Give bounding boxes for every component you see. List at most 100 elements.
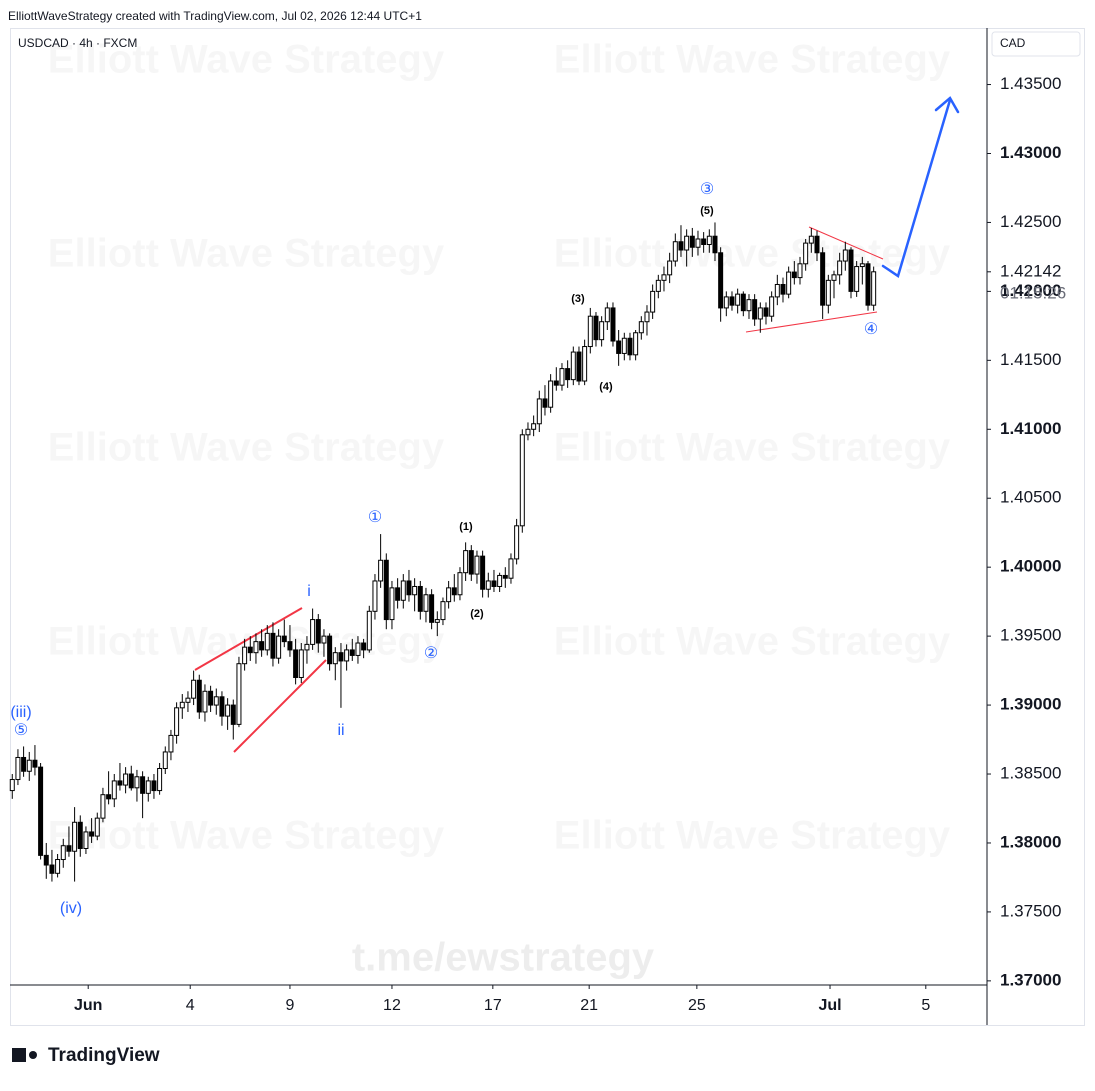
wave-label: (1) xyxy=(459,521,473,533)
candle-body xyxy=(55,859,61,874)
candle-body xyxy=(859,263,865,268)
candle-body xyxy=(786,271,792,295)
candle-body xyxy=(310,619,316,645)
candle-body xyxy=(740,293,746,312)
candle-body xyxy=(474,555,480,575)
watermark: Elliott Wave Strategy xyxy=(554,426,951,470)
candle-body xyxy=(735,293,741,306)
countdown: 01:15:26 xyxy=(1000,283,1066,302)
candle-body xyxy=(219,696,225,717)
candle-body xyxy=(72,821,78,852)
watermark: Elliott Wave Strategy xyxy=(554,814,951,858)
header: ElliottWaveStrategy created with Trading… xyxy=(8,9,422,23)
candle-body xyxy=(179,701,185,709)
candle-body xyxy=(808,235,814,244)
candle-body xyxy=(332,652,338,665)
candle-body xyxy=(854,266,860,292)
candle-body xyxy=(695,238,701,248)
candle-body xyxy=(327,635,333,665)
candle-body xyxy=(446,587,452,603)
candle-body xyxy=(531,423,537,430)
candle-body xyxy=(502,574,508,579)
candle-body xyxy=(842,249,848,262)
candle-body xyxy=(378,559,384,582)
candle-body xyxy=(650,290,656,313)
brand-logo: TradingView xyxy=(12,1045,160,1066)
trendline xyxy=(194,607,303,671)
candle-body xyxy=(576,351,582,382)
trendline xyxy=(808,226,884,260)
candle-body xyxy=(349,649,355,656)
candle-body xyxy=(763,307,769,317)
link-watermark: t.me/ewstrategy xyxy=(352,936,655,980)
y-tick-label: 1.39500 xyxy=(1000,626,1061,645)
candle-body xyxy=(848,249,854,292)
wave-label: ② xyxy=(424,645,438,662)
candle-body xyxy=(610,307,616,342)
candle-body xyxy=(128,773,134,789)
candle-body xyxy=(123,773,129,786)
candle-body xyxy=(519,434,525,527)
candle-body xyxy=(548,380,554,408)
y-tick-label: 1.42500 xyxy=(1000,212,1061,231)
watermark: Elliott Wave Strategy xyxy=(48,232,445,276)
candle-body xyxy=(661,274,667,281)
candle-body xyxy=(729,296,735,306)
candle-body xyxy=(565,368,571,381)
candle-body xyxy=(837,260,843,276)
candle-body xyxy=(434,619,440,623)
wave-label: ii xyxy=(337,722,344,739)
trendlines xyxy=(194,607,327,753)
candle-body xyxy=(769,296,775,317)
candle-body xyxy=(9,779,15,792)
candle-body xyxy=(230,704,236,725)
candle-body xyxy=(814,235,820,254)
candle-body xyxy=(100,794,106,819)
candle-body xyxy=(417,585,423,612)
candle-body xyxy=(525,428,531,436)
candle-body xyxy=(468,550,474,575)
candle-body xyxy=(89,831,95,837)
y-tick-label: 1.38500 xyxy=(1000,764,1061,783)
frame xyxy=(10,28,1085,1026)
candle-body xyxy=(21,756,27,772)
x-tick-label: 9 xyxy=(285,997,294,1014)
watermark: Elliott Wave Strategy xyxy=(48,426,445,470)
candle-body xyxy=(304,643,310,651)
candle-body xyxy=(293,649,299,678)
candle-body xyxy=(604,307,610,323)
candle-body xyxy=(395,587,401,601)
wave-label: (5) xyxy=(700,205,714,217)
x-tick-label: 21 xyxy=(580,997,598,1014)
candle-body xyxy=(77,821,83,849)
y-tick-label: 1.37000 xyxy=(1000,970,1061,989)
candle-body xyxy=(168,734,174,753)
candle-body xyxy=(281,635,287,643)
candle-body xyxy=(117,780,123,786)
candle-body xyxy=(389,587,395,621)
wave-label: (iii) xyxy=(10,704,31,721)
candle-body xyxy=(746,299,752,312)
y-tick-label: 1.38000 xyxy=(1000,832,1061,851)
candle-body xyxy=(276,635,282,659)
candle-body xyxy=(803,242,809,265)
candle-body xyxy=(485,580,491,590)
candle-body xyxy=(865,263,871,306)
candle-body xyxy=(712,235,718,254)
currency: CAD xyxy=(1000,36,1026,50)
candle-body xyxy=(145,780,151,794)
arrow-path xyxy=(881,98,952,278)
candle-body xyxy=(638,321,644,334)
y-tick-label: 1.40000 xyxy=(1000,557,1061,576)
candle-body xyxy=(480,555,486,590)
x-tick-label: 5 xyxy=(921,997,930,1014)
candle-body xyxy=(582,346,588,382)
candle-body xyxy=(627,337,633,356)
candle-body xyxy=(451,587,457,596)
candle-body xyxy=(361,642,367,651)
candle-body xyxy=(338,652,344,662)
candle-body xyxy=(372,580,378,612)
x-tick-label: Jun xyxy=(74,997,102,1014)
candle-body xyxy=(542,398,548,408)
